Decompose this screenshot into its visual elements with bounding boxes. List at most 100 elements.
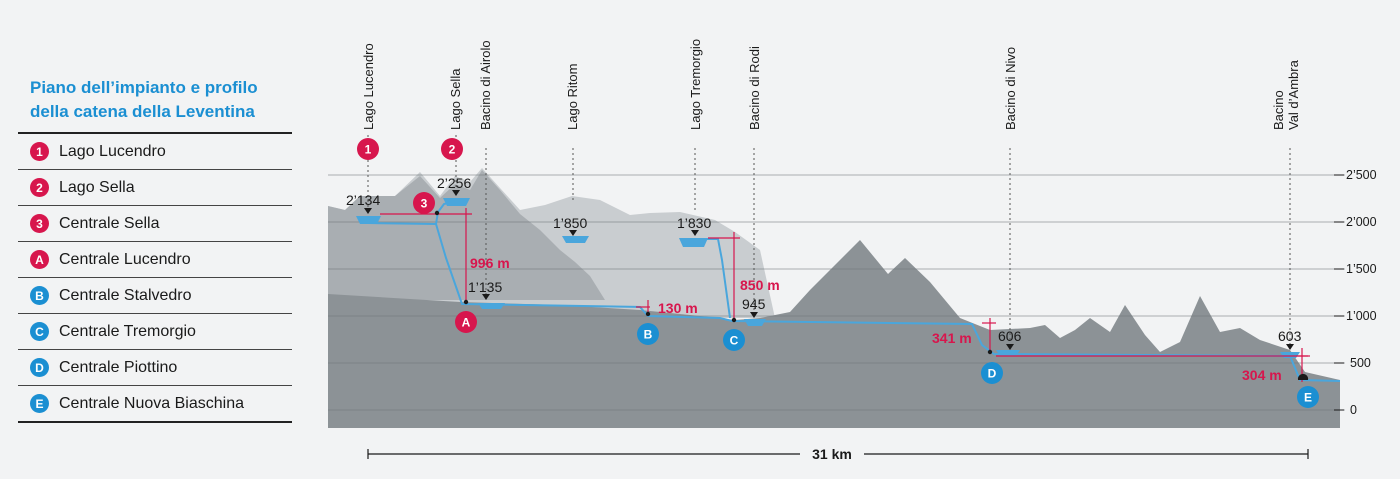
- lake-ritom: [562, 236, 589, 243]
- elev-bacino-rodi: 945: [742, 296, 766, 312]
- marker-b: [637, 323, 659, 345]
- plant-dot: [463, 299, 469, 305]
- distance-label: 31 km: [812, 446, 852, 462]
- label-bacino-rodi: Bacino di Rodi: [747, 46, 762, 130]
- elev-bacino-nivo: 606: [998, 328, 1022, 344]
- basin-rodi: [744, 319, 766, 326]
- plant-dot: [434, 210, 440, 216]
- marker-a-label: A: [462, 316, 471, 330]
- label-lago-lucendro: Lago Lucendro: [361, 43, 376, 130]
- marker-1: [357, 138, 379, 160]
- lake-sella: [443, 198, 470, 206]
- legend-item-label: Centrale Tremorgio: [59, 322, 196, 340]
- lake-lucendro: [356, 216, 381, 224]
- plant-dot: [987, 349, 993, 355]
- marker-e: [1297, 386, 1319, 408]
- elev-bacino-airolo: 1’135: [468, 279, 502, 295]
- legend-item-label: Centrale Stalvedro: [59, 286, 192, 304]
- basin-airolo: [478, 303, 505, 309]
- y-tick-0: 0: [1350, 403, 1357, 417]
- plant-dot: [1297, 373, 1309, 380]
- marker-1-label: 1: [365, 143, 372, 157]
- y-tick-2000: 2’000: [1346, 215, 1377, 229]
- label-bacino-nivo: Bacino di Nivo: [1003, 47, 1018, 130]
- pointer-icon: [482, 294, 490, 300]
- head-piottino: 341 m: [932, 330, 972, 346]
- legend-item-label: Lago Sella: [59, 178, 135, 196]
- marker-badge-c: C: [30, 322, 49, 341]
- marker-b-label: B: [644, 328, 653, 342]
- y-tick-2500: 2’500: [1346, 168, 1377, 182]
- distance-bar: [367, 449, 1309, 459]
- legend-item-label: Centrale Nuova Biaschina: [59, 394, 244, 412]
- marker-badge-3: 3: [30, 214, 49, 233]
- basin-nivo: [996, 350, 1020, 356]
- leader-lines: [367, 135, 1291, 344]
- marker-2: [441, 138, 463, 160]
- mountain-front: [328, 240, 1340, 428]
- pointer-icon: [1006, 344, 1014, 350]
- marker-3: [413, 192, 435, 214]
- marker-badge-d: D: [30, 358, 49, 377]
- head-lucendro: 996 m: [470, 255, 510, 271]
- pointer-icon: [569, 230, 577, 236]
- plant-dot: [731, 317, 737, 323]
- legend-item-lago-sella: 2 Lago Sella: [18, 170, 292, 206]
- legend-item-lago-lucendro: 1 Lago Lucendro: [18, 134, 292, 170]
- legend-item-label: Lago Lucendro: [59, 142, 166, 160]
- head-stalvedro: 130 m: [658, 300, 698, 316]
- plant-dots: [434, 210, 1309, 380]
- pointer-icon: [364, 208, 372, 214]
- circle-markers: [357, 138, 1319, 408]
- legend-item-centrale-piottino: D Centrale Piottino: [18, 350, 292, 386]
- marker-badge-e: E: [30, 394, 49, 413]
- legend-title-line2: della catena della Leventina: [30, 102, 255, 121]
- head-biaschina: 304 m: [1242, 367, 1282, 383]
- label-lago-tremorgio: Lago Tremorgio: [688, 39, 703, 130]
- legend-title: Piano dell’impianto e profilo della cate…: [18, 76, 292, 134]
- elev-lago-tremorgio: 1’830: [677, 215, 711, 231]
- legend-item-label: Centrale Sella: [59, 214, 160, 232]
- legend-item-centrale-lucendro: A Centrale Lucendro: [18, 242, 292, 278]
- marker-2-label: 2: [449, 143, 456, 157]
- marker-3-label: 3: [421, 197, 428, 211]
- elev-lago-sella: 2’256: [437, 175, 471, 191]
- legend-panel: Piano dell’impianto e profilo della cate…: [18, 76, 292, 423]
- legend-item-label: Centrale Piottino: [59, 358, 178, 376]
- pointer-icon: [750, 312, 758, 318]
- y-tick-1000: 1’000: [1346, 309, 1377, 323]
- plant-dot: [645, 311, 651, 317]
- label-bacino: Bacino: [1271, 90, 1286, 130]
- head-tremorgio: 850 m: [740, 277, 780, 293]
- marker-c-label: C: [730, 334, 739, 348]
- elev-lago-ritom: 1’850: [553, 215, 587, 231]
- marker-badge-2: 2: [30, 178, 49, 197]
- pointer-icon: [1286, 344, 1294, 350]
- legend-title-line1: Piano dell’impianto e profilo: [30, 78, 258, 97]
- marker-badge-a: A: [30, 250, 49, 269]
- pointer-icon: [452, 190, 460, 196]
- marker-d: [981, 362, 1003, 384]
- y-tick-500: 500: [1350, 356, 1371, 370]
- grid-lines: [328, 174, 1345, 411]
- label-bacino-airolo: Bacino di Airolo: [478, 40, 493, 130]
- label-val-ambra: Val d’Ambra: [1286, 59, 1301, 130]
- legend-item-centrale-stalvedro: B Centrale Stalvedro: [18, 278, 292, 314]
- label-lago-ritom: Lago Ritom: [565, 64, 580, 130]
- elevation-pointers: [364, 190, 1294, 350]
- pointer-icon: [691, 230, 699, 236]
- y-tick-1500: 1’500: [1346, 262, 1377, 276]
- marker-badge-1: 1: [30, 142, 49, 161]
- marker-e-label: E: [1304, 391, 1312, 405]
- legend-item-label: Centrale Lucendro: [59, 250, 191, 268]
- label-lago-sella: Lago Sella: [448, 68, 463, 130]
- elev-val-ambra: 603: [1278, 328, 1302, 344]
- marker-c: [723, 329, 745, 351]
- elev-lago-lucendro: 2’134: [346, 192, 380, 208]
- lake-tremorgio: [679, 238, 708, 247]
- legend-item-centrale-tremorgio: C Centrale Tremorgio: [18, 314, 292, 350]
- legend-item-centrale-nuova-biaschina: E Centrale Nuova Biaschina: [18, 386, 292, 423]
- legend-item-centrale-sella: 3 Centrale Sella: [18, 206, 292, 242]
- waterway-ritom: [706, 238, 731, 319]
